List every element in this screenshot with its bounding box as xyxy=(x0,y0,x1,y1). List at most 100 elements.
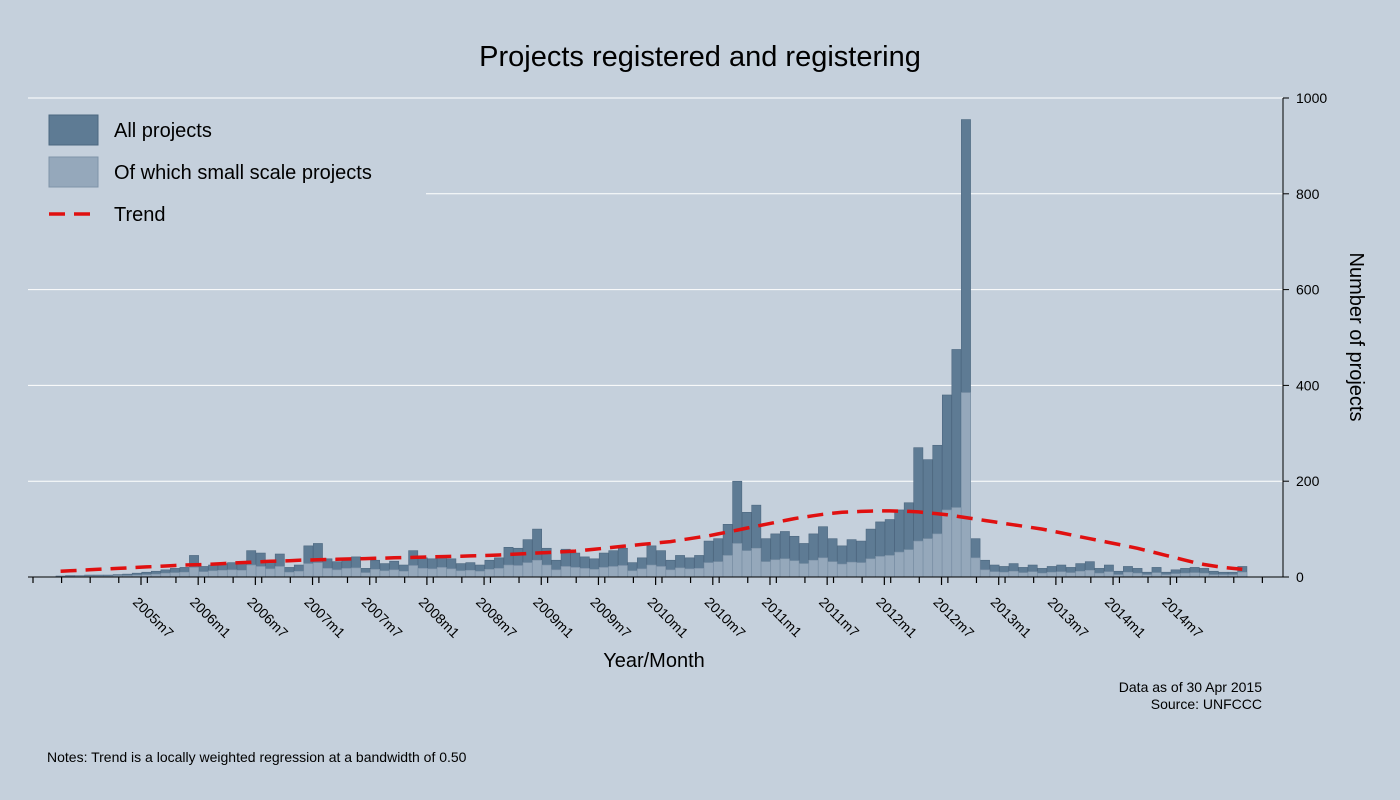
x-minor-ticks xyxy=(32,577,1263,583)
bar-small-scale xyxy=(913,540,924,578)
x-axis-label: Year/Month xyxy=(603,650,705,672)
notes-text: Notes: Trend is a locally weighted regre… xyxy=(47,749,467,765)
bar-small-scale xyxy=(1056,571,1067,578)
bar-small-scale xyxy=(922,538,933,578)
bar-small-scale xyxy=(522,562,533,578)
x-tick-label: 2008m1 xyxy=(416,594,463,641)
y-tick-label: 200 xyxy=(1296,473,1320,489)
bar-small-scale xyxy=(541,564,552,578)
bar-small-scale xyxy=(608,566,619,578)
legend-label-trend: Trend xyxy=(114,204,166,226)
bar-small-scale xyxy=(236,569,247,578)
bar-small-scale xyxy=(760,561,771,578)
x-tick-label: 2011m1 xyxy=(759,594,806,641)
bar-small-scale xyxy=(875,556,886,578)
bar-small-scale xyxy=(1237,571,1248,578)
bar-small-scale xyxy=(1094,572,1105,578)
trend-line xyxy=(60,509,1243,574)
bar-small-scale xyxy=(779,558,790,578)
bar-small-scale xyxy=(932,533,943,578)
bar-small-scale xyxy=(656,566,666,578)
bar-small-scale xyxy=(379,570,390,578)
legend-label-all-projects: All projects xyxy=(114,120,212,142)
bar-small-scale xyxy=(713,561,724,578)
bar-small-scale xyxy=(360,572,371,578)
bar-small-scale xyxy=(274,566,285,578)
legend-swatch-all-projects xyxy=(48,114,99,146)
source-note: Source: UNFCCC xyxy=(1151,696,1262,712)
bar-small-scale xyxy=(265,568,276,578)
bar-small-scale xyxy=(1123,571,1133,578)
bar-small-scale xyxy=(160,572,171,578)
bar-small-scale xyxy=(1180,572,1191,578)
bar-small-scale xyxy=(313,562,323,578)
x-tick-label: 2014m1 xyxy=(1102,594,1149,641)
chart-title: Projects registered and registering xyxy=(479,41,921,73)
bar-small-scale xyxy=(398,570,409,578)
bar-small-scale xyxy=(722,555,733,578)
bar-small-scale xyxy=(284,571,295,578)
y-ticks: 0 200 400 600 800 1000 xyxy=(1283,90,1327,585)
y-tick-label: 800 xyxy=(1296,186,1320,202)
y-tick-label: 400 xyxy=(1296,377,1320,393)
bar-small-scale xyxy=(970,557,981,578)
x-tick-label: 2013m1 xyxy=(988,594,1035,641)
bar-small-scale xyxy=(189,567,199,578)
bar-small-scale xyxy=(341,568,352,578)
bar-small-scale xyxy=(246,564,257,578)
x-tick-label: 2006m7 xyxy=(244,594,291,641)
bar-small-scale xyxy=(293,570,304,578)
bar-small-scale xyxy=(1151,572,1162,578)
bar-small-scale xyxy=(370,569,380,578)
bar-small-scale xyxy=(865,558,876,578)
legend: All projects Of which small scale projec… xyxy=(28,105,426,235)
bar-small-scale xyxy=(646,564,657,578)
bar-small-scale xyxy=(179,571,190,578)
bar-small-scale xyxy=(389,569,400,578)
x-tick-label: 2009m7 xyxy=(587,594,634,641)
bar-small-scale xyxy=(741,550,752,578)
bar-small-scale xyxy=(675,567,685,578)
y-tick-label: 600 xyxy=(1296,282,1320,298)
bar-small-scale xyxy=(351,567,361,578)
bar-small-scale xyxy=(427,568,438,578)
bar-small-scale xyxy=(332,569,342,578)
bar-small-scale xyxy=(484,569,495,578)
bar-small-scale xyxy=(1037,572,1048,578)
bar-small-scale xyxy=(170,572,180,578)
bar-small-scale xyxy=(208,570,218,578)
bar-small-scale xyxy=(1027,571,1038,578)
bar-small-scale xyxy=(789,560,800,578)
bar-small-scale xyxy=(856,562,867,578)
bar-small-scale xyxy=(703,562,714,578)
bar-small-scale xyxy=(532,559,542,578)
bar-small-scale xyxy=(1046,571,1057,578)
bar-small-scale xyxy=(198,571,209,578)
bar-small-scale xyxy=(665,569,676,578)
bar-small-scale xyxy=(1065,572,1076,578)
bar-small-scale xyxy=(227,569,238,578)
bar-small-scale xyxy=(1075,570,1086,578)
x-tick-label: 2013m7 xyxy=(1045,594,1092,641)
bar-small-scale xyxy=(732,543,743,578)
bar-small-scale xyxy=(494,568,504,578)
bar-small-scale xyxy=(1199,572,1210,578)
bar-small-scale xyxy=(961,392,971,578)
bar-small-scale xyxy=(475,570,485,578)
bar-small-scale xyxy=(551,569,562,578)
bar-small-scale xyxy=(903,549,914,578)
x-tick-label: 2014m7 xyxy=(1159,594,1206,641)
bar-small-scale xyxy=(579,568,590,578)
bar-small-scale xyxy=(465,569,476,578)
bar-small-scale xyxy=(217,569,228,578)
x-tick-label: 2008m7 xyxy=(473,594,520,641)
bar-small-scale xyxy=(322,568,333,578)
bar-small-scale xyxy=(1104,571,1114,578)
bar-small-scale xyxy=(884,555,895,578)
y-axis-label: Number of projects xyxy=(1345,253,1367,422)
bar-small-scale xyxy=(837,563,847,578)
legend-label-small-scale: Of which small scale projects xyxy=(114,162,372,184)
legend-swatch-small-scale xyxy=(48,156,99,188)
x-tick-label: 2012m7 xyxy=(930,594,977,641)
bar-small-scale xyxy=(589,569,600,578)
